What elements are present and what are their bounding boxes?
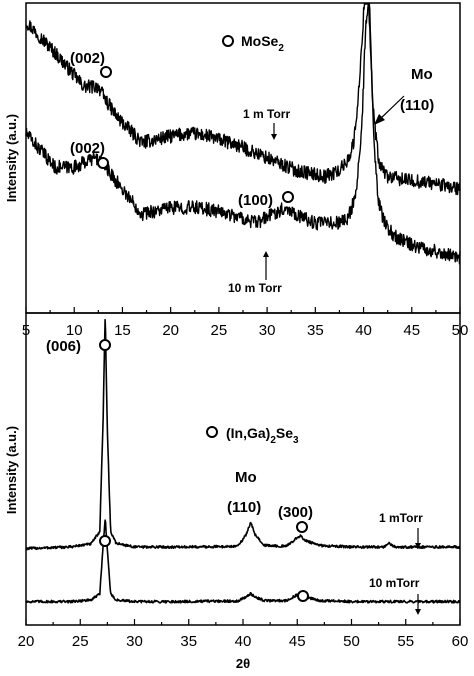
bottom-legend-text: (In,Ga)2Se3 — [226, 425, 299, 446]
top-sample-label-1mtorr: 1 m Torr — [243, 107, 290, 121]
top-legend-circle-icon — [222, 35, 234, 47]
top-peak-label-002-upper: (002) — [70, 50, 105, 67]
top-series-1-m-torr — [25, 3, 461, 196]
top-x-tick-label: 15 — [114, 322, 131, 339]
bottom-mo-index-label: (110) — [227, 499, 261, 516]
bottom-peak-marker-300 — [296, 521, 308, 533]
top-panel: 5 10 15 20 25 30 35 40 45 50 Intensity (a.u.) MoS… — [4, 2, 468, 339]
bottom-peak-marker-006-lower — [99, 535, 111, 547]
top-peak-marker-002-upper — [100, 66, 112, 78]
bottom-peak-label-006: (006) — [46, 338, 81, 355]
top-x-tick-label: 40 — [355, 322, 372, 339]
bottom-x-tick-label: 40 — [235, 633, 252, 650]
top-x-tick-label: 20 — [162, 322, 179, 339]
top-y-axis-label: Intensity (a.u.) — [4, 114, 19, 202]
bottom-legend-circle-icon — [206, 426, 218, 438]
top-sample-label-10mtorr: 10 m Torr — [228, 281, 282, 295]
bottom-x-tick-label: 30 — [126, 633, 143, 650]
top-peak-label-002-lower: (002) — [70, 140, 105, 157]
bottom-x-tick-label: 25 — [72, 633, 89, 650]
bottom-series-1-mtorr — [25, 318, 461, 551]
top-mo-label: Mo — [411, 66, 433, 83]
top-x-tick-label: 35 — [307, 322, 324, 339]
top-mo-index-label: (110) — [400, 97, 434, 114]
top-sample-arrowhead-1mtorr — [271, 134, 277, 140]
bottom-x-tick-label: 45 — [289, 633, 306, 650]
top-mo-arrow-line — [377, 95, 405, 122]
top-peak-marker-002-lower — [97, 157, 109, 169]
bottom-peak-marker-006 — [99, 339, 111, 351]
bottom-x-ticks: 20 25 30 35 40 45 50 55 60 — [18, 619, 469, 650]
top-peak-marker-100 — [282, 191, 294, 203]
top-x-ticks: 5 10 15 20 25 30 35 40 45 50 — [22, 307, 468, 339]
top-legend-text: MoSe2 — [241, 33, 284, 54]
top-x-tick-label: 10 — [66, 322, 83, 339]
bottom-sample-label-10mtorr: 10 mTorr — [369, 576, 420, 590]
bottom-x-tick-label: 20 — [18, 633, 35, 650]
top-sample-arrowhead-10mtorr — [263, 251, 269, 257]
bottom-legend: (In,Ga)2Se3 — [206, 425, 299, 446]
top-legend: MoSe2 — [222, 33, 284, 54]
bottom-peak-marker-300-lower — [297, 590, 309, 602]
top-mo-arrow-head — [374, 114, 385, 125]
bottom-x-tick-label: 50 — [343, 633, 360, 650]
bottom-x-tick-label: 60 — [452, 633, 469, 650]
bottom-x-axis-label: 2θ — [236, 656, 250, 671]
top-x-tick-label: 30 — [259, 322, 276, 339]
top-peak-label-100: (100) — [238, 192, 273, 209]
bottom-y-axis-label: Intensity (a.u.) — [4, 426, 19, 514]
bottom-x-tick-label: 35 — [180, 633, 197, 650]
bottom-series-10-mtorr — [25, 519, 461, 604]
bottom-x-tick-label: 55 — [397, 633, 414, 650]
bottom-series-group — [25, 318, 461, 604]
top-x-tick-label: 25 — [211, 322, 228, 339]
bottom-sample-arrowhead-10mtorr — [415, 609, 421, 615]
top-x-tick-label: 45 — [403, 322, 420, 339]
bottom-mo-label: Mo — [235, 469, 257, 486]
bottom-sample-label-1mtorr: 1 mTorr — [379, 511, 423, 525]
bottom-panel: 20 25 30 35 40 45 50 55 60 Intensity (a.u.) 2θ (… — [4, 312, 469, 671]
bottom-peak-label-300: (300) — [278, 504, 313, 521]
bottom-sample-arrowhead-1mtorr — [415, 543, 421, 549]
